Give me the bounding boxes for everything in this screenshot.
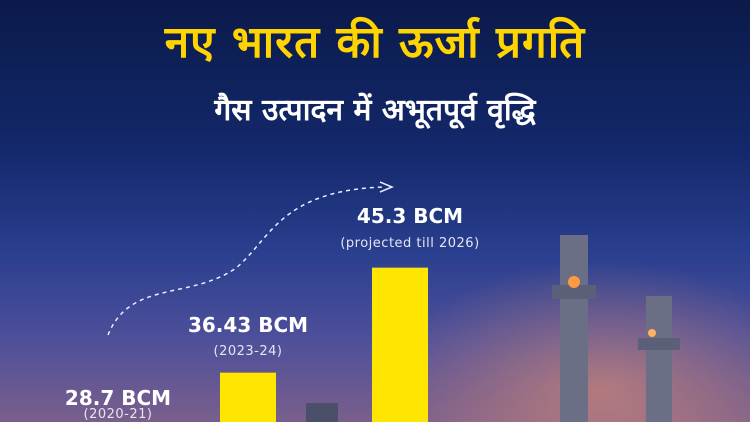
bars [220, 267, 428, 422]
page-subtitle: गैस उत्पादन में अभूतपूर्व वृद्धि [214, 93, 536, 128]
chimney-platform [552, 285, 596, 299]
industrial-chimneys [306, 235, 680, 422]
bar-1 [220, 372, 276, 422]
chimney-light [648, 329, 656, 337]
data-label-2020-21: 28.7 BCM [64, 386, 172, 410]
category-label-2026: (projected till 2026) [340, 236, 480, 251]
category-label-2023-24: (2023-24) [213, 344, 283, 359]
arrow-head-icon [379, 181, 394, 193]
chimney-right [646, 296, 672, 422]
chimney-light [568, 276, 580, 288]
chimney-tall [560, 235, 588, 422]
chimney-platform [638, 338, 680, 350]
category-label-2020-21: (2020-21) [83, 407, 153, 422]
page-title: नए भारत की ऊर्जा प्रगति [164, 17, 586, 68]
data-label-2023-24: 36.43 BCM [187, 313, 309, 337]
data-label-2026: 45.3 BCM [356, 204, 464, 228]
tank [306, 403, 338, 422]
bar-2 [372, 267, 428, 422]
